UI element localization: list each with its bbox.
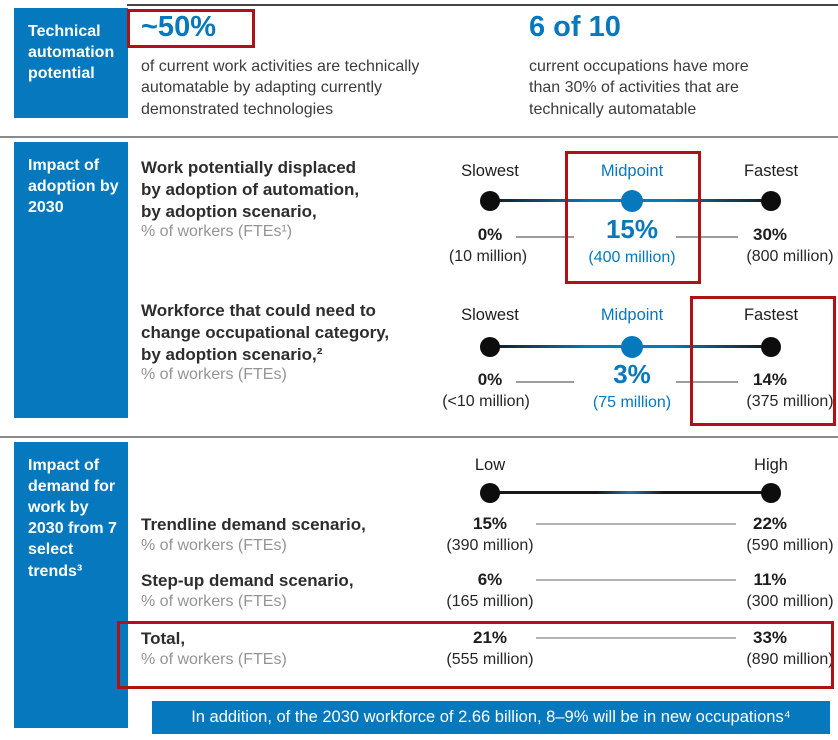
adoption-row1-slowest-dot-icon	[480, 191, 500, 211]
adoption-row1-dash-left	[516, 236, 574, 238]
demand-low-dot-icon	[480, 483, 500, 503]
adoption-row2-dash-right	[676, 381, 738, 383]
demand-total-low-pct: 21%	[472, 628, 508, 647]
demand-total-connector	[536, 637, 736, 639]
adoption-row2-fastest-pct: 14%	[752, 370, 788, 389]
demand-total-label: Total, % of workers (FTEs)	[141, 628, 421, 671]
adoption-row2-slowest-pct: 0%	[477, 370, 503, 389]
adoption-row1-fastest-dot-icon	[761, 191, 781, 211]
adoption-row1-slowest-abs: (10 million)	[448, 248, 528, 265]
demand-stepup-label: Step-up demand scenario, % of workers (F…	[141, 570, 421, 613]
annotation-box-total-row	[117, 621, 834, 689]
demand-stepup-high-abs: (300 million)	[746, 593, 834, 610]
demand-trendline-label-sub: % of workers (FTEs)	[141, 536, 287, 554]
demand-trendline-low-abs: (390 million)	[446, 537, 534, 554]
adoption-row1-slowest-label: Slowest	[461, 162, 519, 180]
adoption-row2-fastest-dot-icon	[761, 337, 781, 357]
demand-high-dot-icon	[761, 483, 781, 503]
section-divider	[0, 136, 838, 138]
demand-trendline-connector	[536, 523, 736, 525]
adoption-row1-midpoint-label: Midpoint	[600, 162, 664, 180]
section-divider-2	[0, 436, 838, 438]
adoption-row1-label: Work potentially displaced by adoption o…	[141, 157, 379, 243]
demand-high-label: High	[754, 456, 788, 474]
demand-low-label: Low	[474, 456, 506, 474]
adoption-row2-label-main: Workforce that could need to change occu…	[141, 301, 390, 364]
demand-stepup-connector	[536, 579, 736, 581]
adoption-row2-fastest-abs: (375 million)	[746, 393, 834, 410]
top-divider	[127, 4, 838, 6]
adoption-row2-fastest-label: Fastest	[743, 306, 799, 324]
demand-stepup-high-pct: 11%	[753, 570, 787, 589]
demand-trendline-label: Trendline demand scenario, % of workers …	[141, 514, 421, 557]
adoption-row1-midpoint-abs: (400 million)	[588, 249, 676, 266]
adoption-row2-midpoint-label: Midpoint	[600, 306, 664, 324]
sidebar-impact-of-adoption: Impact of adoption by 2030	[14, 142, 128, 418]
sidebar-impact-of-demand: Impact of demand for work by 2030 from 7…	[14, 442, 128, 728]
annotation-box-midpoint-15pct	[565, 151, 701, 284]
annotation-box-50pct	[127, 9, 255, 48]
adoption-row1-dash-right	[676, 236, 738, 238]
adoption-row1-label-sub: % of workers (FTEs¹)	[141, 223, 293, 241]
adoption-row2-slowest-dot-icon	[480, 337, 500, 357]
demand-total-high-abs: (890 million)	[746, 651, 834, 668]
adoption-row1-midpoint-pct: 15%	[605, 214, 659, 244]
adoption-row1-midpoint-dot-icon	[621, 190, 643, 212]
stat-50pct-desc: of current work activities are technical…	[141, 58, 420, 118]
demand-total-low-abs: (555 million)	[446, 651, 534, 668]
adoption-row1-fastest-label: Fastest	[743, 162, 799, 180]
adoption-row2-slowest-label: Slowest	[461, 306, 519, 324]
demand-trendline-high-pct: 22%	[752, 514, 788, 533]
stat-50pct-value: ~50%	[141, 11, 216, 43]
sidebar-technical-automation-potential: Technical automation potential	[14, 8, 128, 118]
adoption-row2-midpoint-pct: 3%	[613, 359, 651, 389]
adoption-row1-label-main: Work potentially displaced by adoption o…	[141, 158, 360, 221]
adoption-row2-midpoint-abs: (75 million)	[592, 394, 672, 411]
annotation-box-fastest-14pct	[690, 296, 836, 426]
adoption-row2-slowest-abs: (<10 million)	[442, 393, 530, 410]
demand-stepup-low-abs: (165 million)	[446, 593, 534, 610]
demand-trendline-high-abs: (590 million)	[746, 537, 834, 554]
demand-stepup-low-pct: 6%	[477, 570, 503, 589]
demand-stepup-label-sub: % of workers (FTEs)	[141, 592, 287, 610]
adoption-row2-label: Workforce that could need to change occu…	[141, 300, 393, 386]
demand-trendline-low-pct: 15%	[472, 514, 508, 533]
adoption-row2-dash-left	[516, 381, 574, 383]
stat-6of10-value: 6 of 10	[529, 11, 621, 43]
adoption-row2-label-sub: % of workers (FTEs)	[141, 366, 287, 384]
adoption-row2-midpoint-dot-icon	[621, 336, 643, 358]
demand-total-high-pct: 33%	[752, 628, 788, 647]
demand-stepup-label-main: Step-up demand scenario,	[141, 571, 354, 590]
adoption-row1-fastest-abs: (800 million)	[746, 248, 834, 265]
demand-total-label-sub: % of workers (FTEs)	[141, 650, 287, 668]
demand-track	[490, 491, 771, 494]
stat-6of10-desc: current occupations have more than 30% o…	[529, 58, 749, 118]
demand-total-label-main: Total,	[141, 629, 186, 648]
demand-trendline-label-main: Trendline demand scenario,	[141, 515, 366, 534]
adoption-row1-fastest-pct: 30%	[752, 225, 788, 244]
adoption-row1-slowest-pct: 0%	[477, 225, 503, 244]
footer-note: In addition, of the 2030 workforce of 2.…	[152, 701, 830, 734]
